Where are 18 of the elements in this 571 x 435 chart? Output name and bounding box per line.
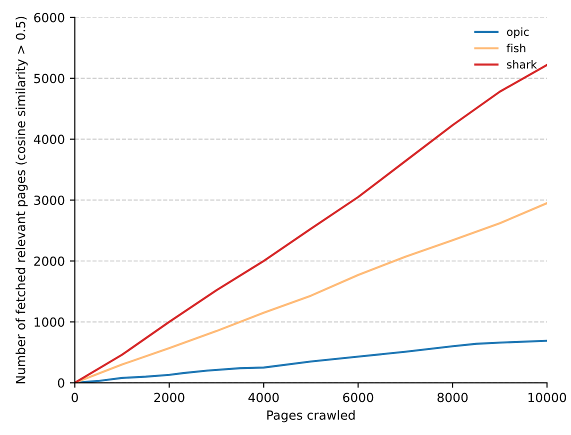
legend-label: fish [506, 44, 526, 52]
x-tick-label: 6000 [343, 392, 374, 402]
y-tick-label: 4000 [34, 134, 64, 144]
legend-label: opic [506, 27, 529, 38]
legend-label: shark [506, 60, 537, 69]
x-tick-label: 2000 [154, 392, 184, 402]
x-axis-title: Pages crawled [267, 410, 355, 422]
y-tick-label: 2000 [34, 256, 64, 266]
y-tick-label: 1000 [34, 317, 64, 327]
y-tick-label: 3000 [34, 196, 64, 206]
y-tick-label: 0 [58, 378, 64, 388]
y-axis-title: Number of fetched relevant pages (cosine similarity > 0.5) [16, 16, 28, 384]
x-tick-label: 10000 [528, 392, 566, 402]
x-tick-label: 8000 [438, 392, 468, 402]
x-tick-label: 0 [72, 392, 78, 402]
y-tick-label: 6000 [34, 12, 64, 22]
x-tick-label: 4000 [248, 392, 279, 402]
y-tick-label: 5000 [34, 74, 64, 84]
